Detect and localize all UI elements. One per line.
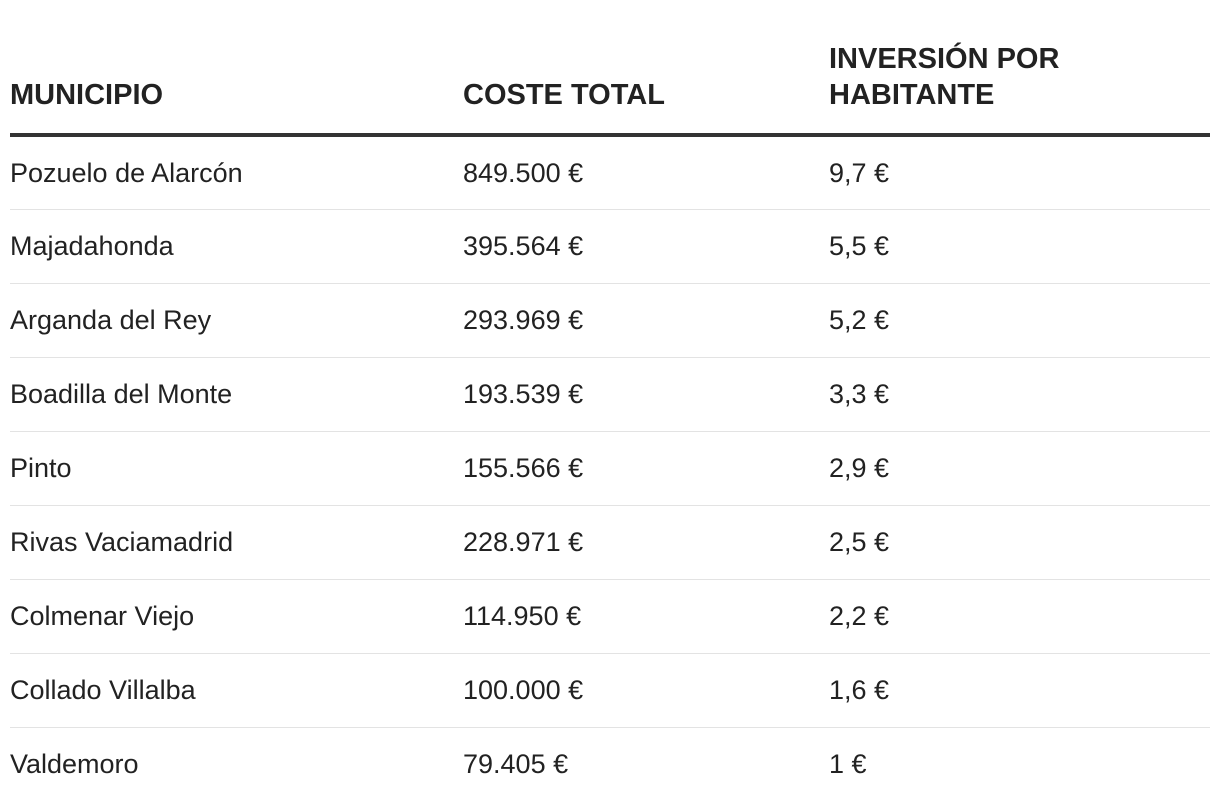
- cell-municipio: Boadilla del Monte: [10, 357, 463, 432]
- table-row: Rivas Vaciamadrid 228.971 €2,5 €: [10, 505, 1210, 580]
- table-row: Arganda del Rey 293.969 €5,2 €: [10, 283, 1210, 358]
- cell-coste-total: 79.405 €: [463, 749, 569, 780]
- column-header-label: INVERSIÓN POR HABITANTE: [829, 43, 1060, 111]
- column-header-inversion-por-habitante: INVERSIÓN POR HABITANTE: [829, 0, 1210, 137]
- cell-inversion-por-habitante: 3,3 €: [829, 357, 1210, 432]
- column-header-coste-total: COSTE TOTAL: [463, 0, 829, 137]
- cell-municipio: Pozuelo de Alarcón: [10, 135, 463, 210]
- cell-coste-total: 228.971 €: [463, 505, 829, 580]
- table-body: Pozuelo de Alarcón 849.500 €9,7 € Majadaho…: [10, 135, 1210, 801]
- cell-coste-total: 100.000 €: [463, 653, 829, 728]
- table-row: Valdemoro 79.405 € 1 €: [10, 727, 1210, 801]
- data-table-container: MUNICIPIO COSTE TOTAL INVERSIÓN POR HABITA…: [10, 0, 1210, 801]
- column-header-label: COSTE TOTAL: [463, 79, 665, 111]
- cell-coste-total: 193.539 €: [463, 357, 829, 432]
- cell-municipio: Pinto: [10, 431, 463, 506]
- cell-municipio: Rivas Vaciamadrid: [10, 505, 463, 580]
- table-row: Majadahonda 395.564 €5,5 €: [10, 209, 1210, 284]
- cell-inversion-por-habitante: 5,2 €: [829, 283, 1210, 358]
- cell-inversion-por-habitante: 2,5 €: [829, 505, 1210, 580]
- table-header: MUNICIPIO COSTE TOTAL INVERSIÓN POR HABITA…: [10, 0, 1210, 137]
- cell-coste-total: 114.950 €: [463, 579, 829, 654]
- cell-coste-total: 155.566 €: [463, 431, 829, 506]
- municipality-investment-table: MUNICIPIO COSTE TOTAL INVERSIÓN POR HABITA…: [10, 0, 1210, 801]
- column-header-municipio: MUNICIPIO: [10, 0, 463, 137]
- cell-inversion-por-habitante: 2,2 €: [829, 579, 1210, 654]
- cell-coste-total: 849.500 €: [463, 135, 829, 210]
- header-row: MUNICIPIO COSTE TOTAL INVERSIÓN POR HABITA…: [10, 0, 1210, 137]
- table-row: Pinto 155.566 €2,9 €: [10, 431, 1210, 506]
- cell-inversion-por-habitante: 1,6 €: [829, 653, 1210, 728]
- cell-inversion-por-habitante: 5,5 €: [829, 209, 1210, 284]
- cell-inversion-por-habitante: 1 €: [829, 749, 867, 780]
- table-row: Boadilla del Monte 193.539 €3,3 €: [10, 357, 1210, 432]
- table-row: Colmenar Viejo 114.950 €2,2 €: [10, 579, 1210, 654]
- table-row: Pozuelo de Alarcón 849.500 €9,7 €: [10, 135, 1210, 210]
- cell-municipio: Colmenar Viejo: [10, 579, 463, 654]
- cell-municipio: Collado Villalba: [10, 653, 463, 728]
- cell-coste-total: 395.564 €: [463, 209, 829, 284]
- cell-inversion-por-habitante: 9,7 €: [829, 135, 1210, 210]
- cell-municipio: Majadahonda: [10, 209, 463, 284]
- column-header-label: MUNICIPIO: [10, 79, 164, 111]
- cell-municipio: Valdemoro: [10, 749, 139, 780]
- table-row: Collado Villalba 100.000 €1,6 €: [10, 653, 1210, 728]
- cell-inversion-por-habitante: 2,9 €: [829, 431, 1210, 506]
- cell-coste-total: 293.969 €: [463, 283, 829, 358]
- cell-municipio: Arganda del Rey: [10, 283, 463, 358]
